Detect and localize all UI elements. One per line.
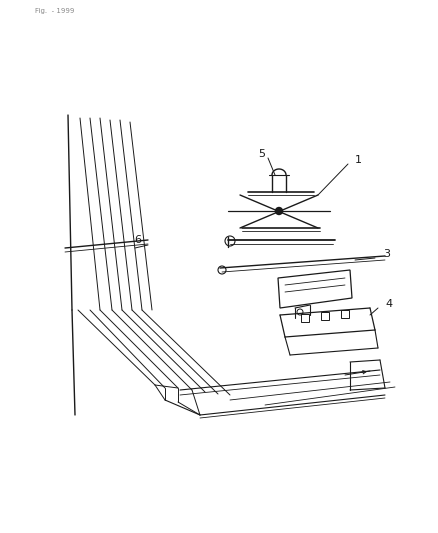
Text: 6: 6 [134, 235, 141, 245]
Bar [300, 314, 308, 322]
Bar [320, 312, 328, 320]
Text: Fig.  - 1999: Fig. - 1999 [35, 8, 74, 14]
Text: 4: 4 [384, 299, 391, 309]
Text: 5: 5 [258, 149, 265, 159]
Text: 3: 3 [382, 249, 389, 259]
Text: 1: 1 [354, 155, 361, 165]
Circle shape [275, 207, 282, 214]
Bar [340, 310, 348, 318]
